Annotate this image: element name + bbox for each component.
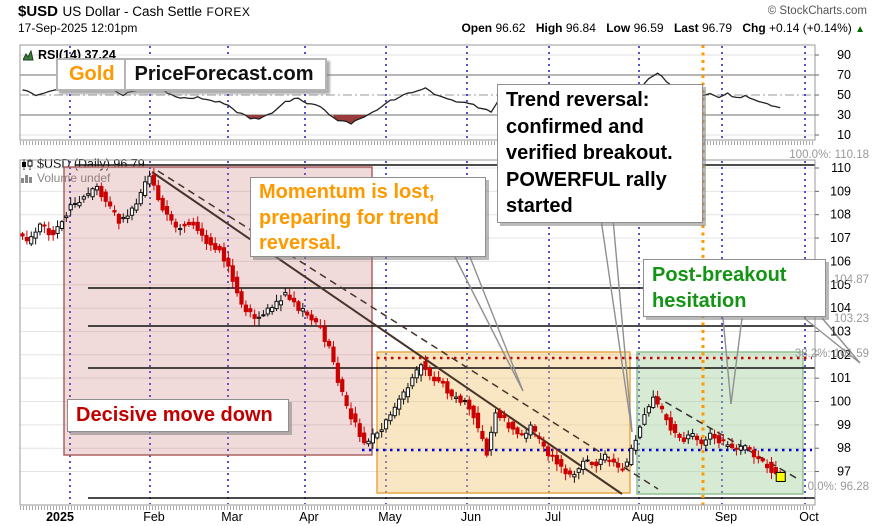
svg-text:May: May bbox=[378, 510, 402, 524]
svg-text:10: 10 bbox=[837, 128, 851, 142]
momentum-lost-annotation: Momentum is lost, preparing for trend re… bbox=[250, 177, 486, 257]
svg-text:Jul: Jul bbox=[545, 510, 561, 524]
volume-icon bbox=[21, 175, 32, 183]
volume-label: Volume undef bbox=[37, 171, 110, 185]
svg-text:Feb: Feb bbox=[143, 510, 165, 524]
svg-text:70: 70 bbox=[837, 68, 851, 82]
date-axis-labels: 2025 Feb Mar Apr May Jun Jul Aug Sep Oct bbox=[46, 510, 819, 524]
rsi-panel-tick-ruler bbox=[20, 141, 815, 145]
low-label: Low bbox=[606, 21, 631, 35]
svg-text:103: 103 bbox=[830, 324, 851, 338]
svg-text:30: 30 bbox=[837, 108, 851, 122]
chg-label: Chg bbox=[742, 21, 766, 35]
exchange-label: FOREX bbox=[206, 5, 251, 19]
symbol-label: $USD bbox=[18, 3, 59, 20]
svg-text:2025: 2025 bbox=[46, 510, 74, 524]
svg-text:102: 102 bbox=[830, 348, 851, 362]
logo-divider bbox=[123, 60, 126, 89]
svg-text:100.0%: 110.18: 100.0%: 110.18 bbox=[789, 149, 869, 161]
last-price-marker bbox=[775, 471, 786, 482]
svg-text:38.2%: 101.59: 38.2%: 101.59 bbox=[795, 348, 869, 360]
svg-text:Jun: Jun bbox=[461, 510, 481, 524]
svg-text:Apr: Apr bbox=[299, 510, 318, 524]
low-value: 96.59 bbox=[633, 21, 664, 35]
instrument-name: US Dollar - Cash Settle bbox=[62, 4, 203, 19]
rsi-oversold-fill bbox=[333, 115, 369, 124]
price-axis-labels: 110 109 108 107 106 105 104 103 102 101 100 99 98 97 bbox=[815, 161, 851, 479]
logo-site: PriceForecast.com bbox=[134, 63, 314, 85]
fibonacci-labels: 100.0%: 110.18 104.87 103.23 38.2%: 101.59 0… bbox=[789, 149, 869, 493]
rsi-indicator-icon bbox=[23, 49, 34, 60]
svg-text:101: 101 bbox=[830, 371, 851, 385]
svg-text:100: 100 bbox=[830, 395, 851, 409]
svg-text:97: 97 bbox=[837, 465, 851, 479]
panel-borders bbox=[19, 44, 816, 506]
callout-pointers bbox=[454, 218, 861, 433]
svg-text:0.0%: 96.28: 0.0%: 96.28 bbox=[808, 481, 869, 493]
last-value: 96.79 bbox=[701, 21, 732, 35]
rsi-guidelines bbox=[20, 54, 815, 136]
svg-text:50: 50 bbox=[837, 88, 851, 102]
post-breakout-hesitation-annotation: Post-breakout hesitation bbox=[643, 259, 826, 317]
chart-datetime: 17-Sep-2025 12:01pm bbox=[18, 21, 138, 35]
copyright-label: © StockCharts.com bbox=[767, 5, 867, 17]
svg-text:103.23: 103.23 bbox=[834, 313, 869, 325]
chg-value: +0.14 (+0.14%) bbox=[769, 21, 852, 35]
svg-text:107: 107 bbox=[830, 231, 851, 245]
svg-text:110: 110 bbox=[831, 161, 851, 175]
svg-text:Oct: Oct bbox=[799, 510, 819, 524]
chart-header-title: $USD US Dollar - Cash Settle FOREX bbox=[18, 3, 250, 21]
date-axis-tick-ruler bbox=[20, 506, 815, 510]
volume-label-row: Volume undef bbox=[21, 171, 145, 185]
high-value: 96.84 bbox=[565, 21, 596, 35]
svg-text:105: 105 bbox=[830, 278, 851, 292]
quote-summary: Open 96.62 High 96.84 Low 96.59 Last 96.… bbox=[454, 21, 865, 35]
last-label: Last bbox=[673, 21, 699, 35]
svg-text:Mar: Mar bbox=[221, 510, 243, 524]
logo-brand: Gold bbox=[69, 63, 115, 85]
open-label: Open bbox=[461, 21, 493, 35]
candlesticks bbox=[20, 168, 783, 483]
trend-reversal-annotation: Trend reversal: confirmed and verified b… bbox=[497, 84, 703, 223]
high-label: High bbox=[535, 21, 563, 35]
svg-text:Sep: Sep bbox=[715, 510, 737, 524]
svg-text:Aug: Aug bbox=[632, 510, 654, 524]
open-value: 96.62 bbox=[495, 21, 526, 35]
svg-text:99: 99 bbox=[837, 418, 851, 432]
svg-text:108: 108 bbox=[830, 208, 851, 222]
svg-text:106: 106 bbox=[830, 254, 851, 268]
decisive-move-down-annotation: Decisive move down bbox=[67, 399, 289, 432]
svg-text:109: 109 bbox=[830, 184, 851, 198]
gold-priceforecast-logo: Gold PriceForecast.com bbox=[56, 58, 327, 91]
svg-text:104.87: 104.87 bbox=[834, 274, 869, 286]
change-up-arrow-icon: ▲ bbox=[855, 24, 865, 35]
rsi-axis-labels: 90 70 50 30 10 bbox=[815, 48, 851, 142]
svg-text:90: 90 bbox=[837, 48, 851, 62]
svg-text:104: 104 bbox=[830, 301, 851, 315]
svg-text:98: 98 bbox=[837, 441, 851, 455]
